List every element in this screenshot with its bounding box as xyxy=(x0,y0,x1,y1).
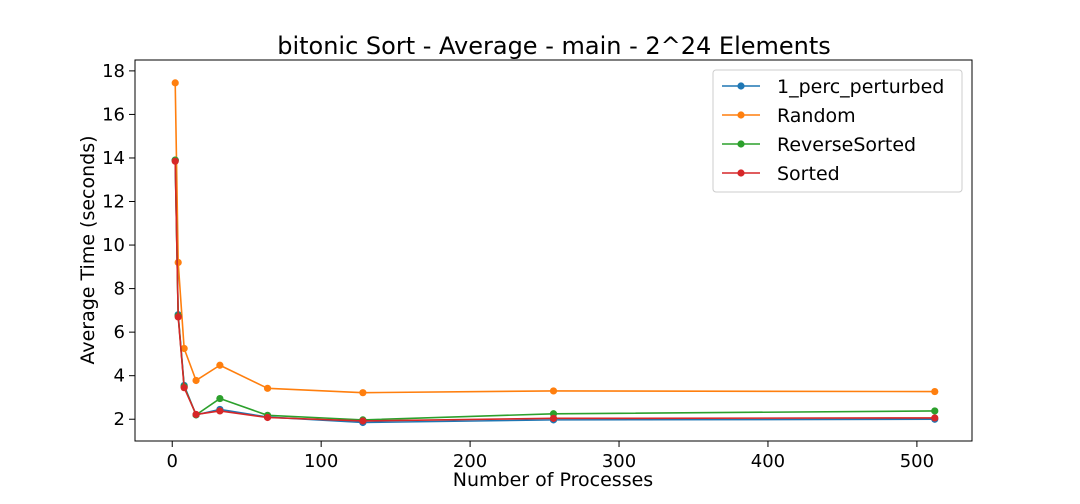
data-point-random xyxy=(216,361,224,369)
data-point-random xyxy=(359,389,367,397)
x-tick-label: 400 xyxy=(751,451,785,472)
data-point-sorted xyxy=(171,157,179,165)
x-tick-label: 300 xyxy=(602,451,636,472)
data-point-sorted xyxy=(180,384,188,392)
y-tick-label: 2 xyxy=(114,409,125,430)
plot-frame xyxy=(134,59,973,442)
data-point-sorted xyxy=(192,410,200,419)
y-tick-label: 16 xyxy=(102,104,125,125)
x-axis-ticks: 0 100 200 300 400 500 xyxy=(167,441,934,472)
x-tick-label: 0 xyxy=(167,451,178,472)
series-layer xyxy=(171,79,939,427)
plot-area: 0 100 200 300 400 500 2 4 6 8 10 12 14 16 18 xyxy=(102,59,973,472)
data-point-sorted xyxy=(931,414,939,422)
data-point-sorted xyxy=(359,417,367,425)
legend-label-sorted: Sorted xyxy=(777,163,840,185)
y-axis-ticks: 2 4 6 8 10 12 14 16 18 xyxy=(102,61,135,430)
chart-title: bitonic Sort - Average - main - 2^24 Ele… xyxy=(277,32,831,60)
data-point-random xyxy=(931,387,939,396)
data-point-reversesorted xyxy=(216,394,224,403)
data-point-random xyxy=(171,79,179,87)
data-point-random xyxy=(180,344,188,353)
legend-items: 1_perc_perturbed Random ReverseSorted Sorte… xyxy=(722,76,944,185)
x-tick-label: 100 xyxy=(304,451,338,472)
x-tick-label: 200 xyxy=(453,451,487,472)
data-point-random xyxy=(263,384,272,392)
y-axis-label: Average Time (seconds) xyxy=(77,135,99,364)
data-point-sorted xyxy=(216,407,224,415)
legend-marker-random xyxy=(737,111,745,119)
data-point-sorted xyxy=(549,414,558,422)
data-point-random xyxy=(192,376,200,385)
legend-box xyxy=(712,69,963,193)
x-axis-label: Number of Processes xyxy=(453,469,653,491)
series-sorted xyxy=(171,157,939,425)
legend-label-random: Random xyxy=(777,105,856,127)
y-tick-label: 18 xyxy=(102,61,125,82)
data-point-reversesorted xyxy=(931,407,939,415)
y-tick-label: 6 xyxy=(114,322,125,343)
y-tick-label: 10 xyxy=(102,235,125,256)
x-tick-label: 500 xyxy=(900,451,934,472)
series-random xyxy=(171,79,939,397)
data-point-random xyxy=(549,387,558,395)
legend-label-1-perc-perturbed: 1_perc_perturbed xyxy=(777,76,944,98)
y-tick-label: 12 xyxy=(102,192,125,213)
data-point-sorted xyxy=(174,313,182,321)
legend-marker-sorted xyxy=(737,169,745,177)
legend: 1_perc_perturbed Random ReverseSorted Sorte… xyxy=(712,69,963,193)
y-tick-label: 8 xyxy=(114,279,125,300)
legend-label-reversesorted: ReverseSorted xyxy=(777,134,916,156)
legend-marker-1-perc-perturbed xyxy=(737,82,745,90)
y-tick-label: 14 xyxy=(102,148,125,169)
data-point-sorted xyxy=(263,413,272,422)
y-tick-label: 4 xyxy=(114,366,125,387)
data-point-random xyxy=(174,258,182,267)
legend-marker-reversesorted xyxy=(737,140,745,148)
